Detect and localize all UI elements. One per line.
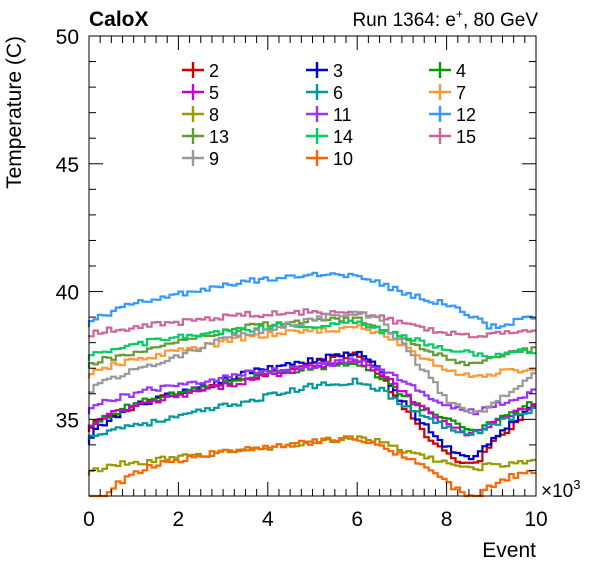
legend-entry-11: 11 — [306, 105, 352, 125]
legend-label: 14 — [333, 127, 353, 147]
x-axis-exponent: ×103 — [541, 477, 580, 502]
legend-label: 7 — [456, 83, 466, 103]
legend-entry-8: 8 — [182, 105, 219, 125]
series-line-6 — [87, 377, 536, 440]
legend-label: 10 — [333, 149, 353, 169]
y-axis-label: Temperature (C) — [3, 36, 26, 189]
series-line-9 — [87, 310, 536, 414]
legend-label: 5 — [209, 83, 219, 103]
series-line-10 — [89, 435, 536, 498]
legend-label: 12 — [456, 105, 476, 125]
legend: 2 3 4 5 6 7 8 11 12 13 14 15 9 10 — [182, 61, 476, 169]
run-info-text: Run 1364: e — [352, 10, 456, 31]
series-line-12 — [87, 271, 536, 330]
x-tick-label: 2 — [173, 508, 185, 531]
series-group — [87, 271, 536, 498]
x-tick-label: 0 — [83, 508, 95, 531]
legend-entry-13: 13 — [182, 127, 229, 147]
legend-entry-6: 6 — [306, 83, 343, 103]
legend-label: 15 — [456, 127, 476, 147]
legend-entry-5: 5 — [182, 83, 219, 103]
legend-entry-4: 4 — [429, 61, 466, 81]
x-tick-label: 10 — [524, 508, 547, 531]
x-tick-label: 8 — [441, 508, 453, 531]
legend-entry-2: 2 — [182, 61, 219, 81]
x-axis-label: Event — [482, 539, 536, 562]
legend-label: 9 — [209, 149, 219, 169]
run-info-label: Run 1364: e+, 80 GeV — [352, 7, 538, 31]
legend-label: 3 — [333, 61, 343, 81]
legend-label: 8 — [209, 105, 219, 125]
x-tick-label: 6 — [351, 508, 363, 531]
y-tick-label: 50 — [56, 26, 79, 49]
legend-entry-14: 14 — [306, 127, 353, 147]
legend-entry-3: 3 — [306, 61, 343, 81]
legend-label: 4 — [456, 61, 466, 81]
x-axis-exponent-base: ×10 — [541, 481, 573, 502]
legend-entry-12: 12 — [429, 105, 476, 125]
legend-label: 2 — [209, 61, 219, 81]
series-line-15 — [87, 308, 536, 339]
legend-entry-9: 9 — [182, 149, 219, 169]
y-tick-label: 45 — [56, 154, 79, 177]
legend-entry-15: 15 — [429, 127, 476, 147]
x-tick-label: 4 — [262, 508, 274, 531]
run-info-energy: , 80 GeV — [463, 10, 538, 31]
run-info-superscript: + — [456, 7, 463, 21]
legend-entry-10: 10 — [306, 149, 353, 169]
series-line-14 — [87, 319, 536, 361]
y-tick-label: 35 — [56, 409, 79, 432]
legend-label: 6 — [333, 83, 343, 103]
legend-entry-7: 7 — [429, 83, 466, 103]
series-line-7 — [87, 324, 536, 379]
y-tick-label: 40 — [56, 282, 79, 305]
chart-title-calox: CaloX — [89, 8, 149, 31]
legend-label: 11 — [333, 105, 352, 125]
legend-label: 13 — [209, 127, 229, 147]
x-axis-exponent-power: 3 — [573, 477, 580, 492]
